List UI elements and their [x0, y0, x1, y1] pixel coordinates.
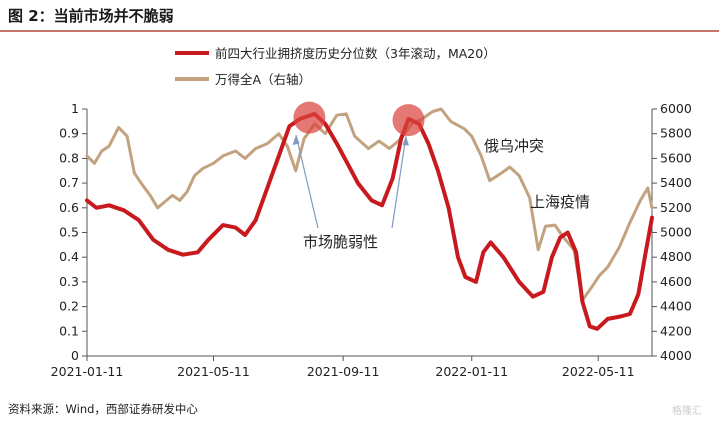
- annotations: 市场脆弱性 俄乌冲突 上海疫情: [292, 134, 590, 251]
- tick-labels: 0 0.1 0.2 0.3 0.4 0.5 0.6 0.7 0.8 0.9 1 4000 4200 440…: [51, 101, 692, 379]
- y-left-tick-label: 0.9: [59, 126, 79, 141]
- x-tick-label: 2022-05-11: [562, 364, 635, 379]
- arrow-line-1: [295, 134, 319, 229]
- y-left-tick-label: 0.6: [59, 200, 79, 215]
- annotation-russia-ukraine: 俄乌冲突: [484, 137, 544, 155]
- arrow-line-2: [391, 135, 407, 229]
- arrow-head-2: [402, 136, 409, 146]
- x-tick-label: 2021-01-11: [51, 364, 124, 379]
- y-right-tick-label: 5600: [660, 150, 692, 165]
- annotation-shanghai-covid: 上海疫情: [530, 193, 590, 211]
- arrow-head-1: [292, 135, 300, 145]
- x-tick-label: 2022-01-11: [435, 364, 508, 379]
- y-left-tick-label: 1: [71, 101, 79, 116]
- y-left-tick-label: 0.5: [59, 225, 79, 240]
- y-left-tick-label: 0.1: [59, 323, 79, 338]
- y-right-tick-label: 6000: [660, 101, 692, 116]
- y-left-tick-label: 0.4: [59, 249, 79, 264]
- y-right-tick-label: 5000: [660, 225, 692, 240]
- y-right-tick-label: 4600: [660, 274, 692, 289]
- y-right-tick-label: 4000: [660, 348, 692, 363]
- source-note: 资料来源：Wind，西部证券研发中心: [8, 402, 198, 416]
- y-left-tick-label: 0.7: [59, 175, 79, 190]
- series: [85, 107, 654, 331]
- y-right-tick-label: 5400: [660, 175, 692, 190]
- legend-label-index: 万得全A（右轴）: [215, 72, 311, 87]
- y-right-tick-label: 5200: [660, 200, 692, 215]
- highlight-marker-1: [293, 101, 326, 134]
- y-right-tick-label: 5800: [660, 126, 692, 141]
- x-tick-label: 2021-05-11: [177, 364, 250, 379]
- legend-label-crowding: 前四大行业拥挤度历史分位数（3年滚动，MA20）: [215, 46, 496, 61]
- y-right-tick-label: 4200: [660, 323, 692, 338]
- highlights: [293, 101, 425, 137]
- y-left-tick-label: 0.8: [59, 150, 79, 165]
- y-right-tick-label: 4400: [660, 299, 692, 314]
- y-left-tick-label: 0: [71, 348, 79, 363]
- annotation-fragility: 市场脆弱性: [303, 233, 378, 251]
- figure-title: 图 2：当前市场并不脆弱: [8, 7, 174, 25]
- highlight-marker-2: [392, 104, 425, 137]
- watermark: 格隆汇: [672, 404, 702, 417]
- y-left-tick-label: 0.2: [59, 299, 79, 314]
- legend: 前四大行业拥挤度历史分位数（3年滚动，MA20） 万得全A（右轴）: [175, 46, 496, 87]
- y-left-tick-label: 0.3: [59, 274, 79, 289]
- y-right-tick-label: 4800: [660, 249, 692, 264]
- x-tick-label: 2021-09-11: [307, 364, 380, 379]
